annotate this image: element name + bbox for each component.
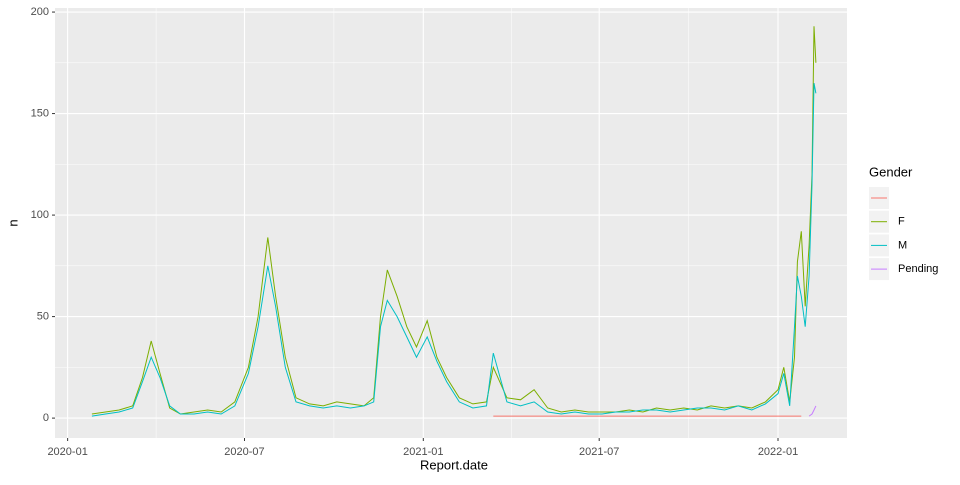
panel — [55, 8, 847, 438]
x-tick-label: 2020-01 — [47, 446, 87, 458]
y-tick-label: 200 — [31, 6, 49, 18]
x-tick-label: 2021-07 — [579, 446, 619, 458]
y-axis-label: n — [5, 219, 20, 226]
legend-title: Gender — [869, 164, 913, 179]
legend-label: F — [898, 216, 905, 228]
x-axis-label: Report.date — [420, 457, 488, 472]
y-tick-label: 0 — [43, 412, 49, 424]
series-line — [91, 26, 817, 415]
legend-label: M — [898, 239, 907, 251]
y-tick-label: 100 — [31, 209, 49, 221]
legend-label: Pending — [898, 263, 938, 275]
y-tick-label: 50 — [37, 310, 49, 322]
x-tick-label: 2021-01 — [403, 446, 443, 458]
series-line — [808, 405, 817, 417]
y-tick-label: 150 — [31, 107, 49, 119]
x-tick-label: 2022-01 — [758, 446, 798, 458]
x-tick-label: 2020-07 — [224, 446, 264, 458]
series-line — [91, 83, 817, 417]
